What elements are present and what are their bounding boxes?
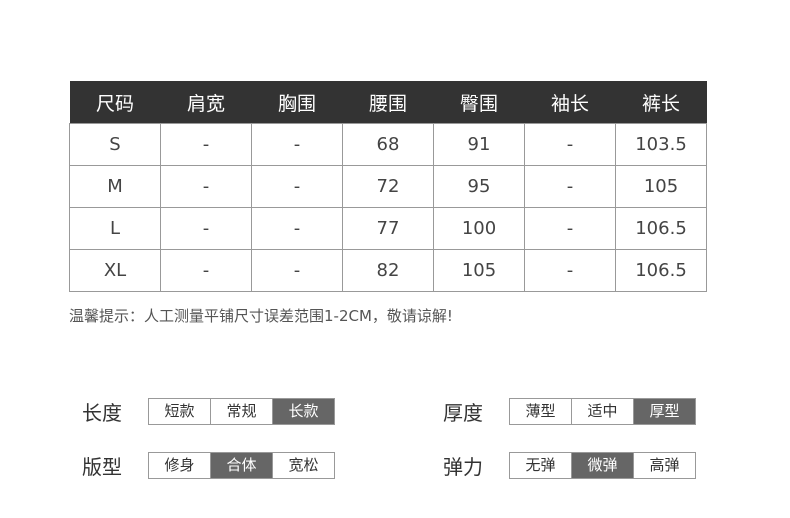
table-cell: -: [160, 165, 252, 208]
attribute-length: 长度 短款 常规 长款: [82, 397, 335, 426]
table-cell: -: [251, 165, 343, 208]
attribute-option: 合体: [210, 453, 272, 478]
table-cell: -: [251, 249, 343, 292]
table-cell: S: [69, 123, 161, 166]
attribute-options: 短款 常规 长款: [148, 398, 335, 425]
attribute-option: 微弹: [571, 453, 633, 478]
table-row: S - -68 91-103.5: [69, 123, 707, 166]
attribute-elasticity: 弹力 无弹 微弹 高弹: [443, 451, 696, 480]
header-cell: 袖长: [524, 81, 616, 124]
attribute-label: 弹力: [443, 455, 483, 479]
table-cell: 103.5: [615, 123, 707, 166]
attribute-fit: 版型 修身 合体 宽松: [82, 451, 335, 480]
table-cell: 105: [615, 165, 707, 208]
attribute-option: 无弹: [525, 456, 556, 474]
header-cell: 臀围: [433, 81, 525, 124]
header-cell: 腰围: [342, 81, 434, 124]
attribute-options: 修身 合体 宽松: [148, 452, 335, 479]
table-row: M - -72 95-105: [69, 165, 707, 208]
attribute-thickness: 厚度 薄型 适中 厚型: [443, 397, 696, 426]
attribute-option: 薄型: [525, 402, 556, 420]
table-cell: -: [251, 207, 343, 250]
header-cell: 尺码: [69, 81, 161, 124]
table-cell: 100: [433, 207, 525, 250]
header-cell: 胸围: [251, 81, 343, 124]
table-cell: 95: [433, 165, 525, 208]
measurement-tip: 温馨提示：人工测量平铺尺寸误差范围1-2CM，敬请谅解!: [69, 307, 453, 325]
table-row: L - -77 100-106.5: [69, 207, 707, 250]
table-cell: -: [524, 249, 616, 292]
attribute-option: 高弹: [633, 453, 695, 478]
attribute-options: 薄型 适中 厚型: [509, 398, 696, 425]
attribute-option: 适中: [571, 399, 633, 424]
attribute-label: 长度: [82, 401, 122, 425]
attribute-label: 版型: [82, 455, 122, 479]
table-cell: 68: [342, 123, 434, 166]
attribute-options: 无弹 微弹 高弹: [509, 452, 696, 479]
table-cell: -: [160, 123, 252, 166]
attribute-option: 宽松: [272, 453, 334, 478]
table-header-row: 尺码 肩宽 胸围 腰围 臀围 袖长 裤长: [69, 81, 707, 124]
table-cell: 106.5: [615, 249, 707, 292]
size-table: 尺码 肩宽 胸围 腰围 臀围 袖长 裤长 S - -68 91-103.5 M - -72 9…: [69, 81, 707, 292]
attribute-option: 长款: [272, 399, 334, 424]
table-cell: -: [160, 249, 252, 292]
header-cell: 肩宽: [160, 81, 252, 124]
table-row: XL - -82 105-106.5: [69, 249, 707, 292]
table-cell: L: [69, 207, 161, 250]
attribute-option: 常规: [210, 399, 272, 424]
table-cell: -: [524, 123, 616, 166]
table-cell: 82: [342, 249, 434, 292]
table-cell: 77: [342, 207, 434, 250]
table-cell: 91: [433, 123, 525, 166]
attribute-option: 修身: [164, 456, 195, 474]
header-cell: 裤长: [615, 81, 707, 124]
table-cell: -: [524, 207, 616, 250]
attribute-option: 厚型: [633, 399, 695, 424]
table-cell: -: [160, 207, 252, 250]
attribute-label: 厚度: [443, 401, 483, 425]
table-cell: XL: [69, 249, 161, 292]
attribute-option: 短款: [164, 402, 195, 420]
table-cell: M: [69, 165, 161, 208]
table-cell: -: [524, 165, 616, 208]
table-cell: 106.5: [615, 207, 707, 250]
table-cell: 105: [433, 249, 525, 292]
table-cell: 72: [342, 165, 434, 208]
table-cell: -: [251, 123, 343, 166]
